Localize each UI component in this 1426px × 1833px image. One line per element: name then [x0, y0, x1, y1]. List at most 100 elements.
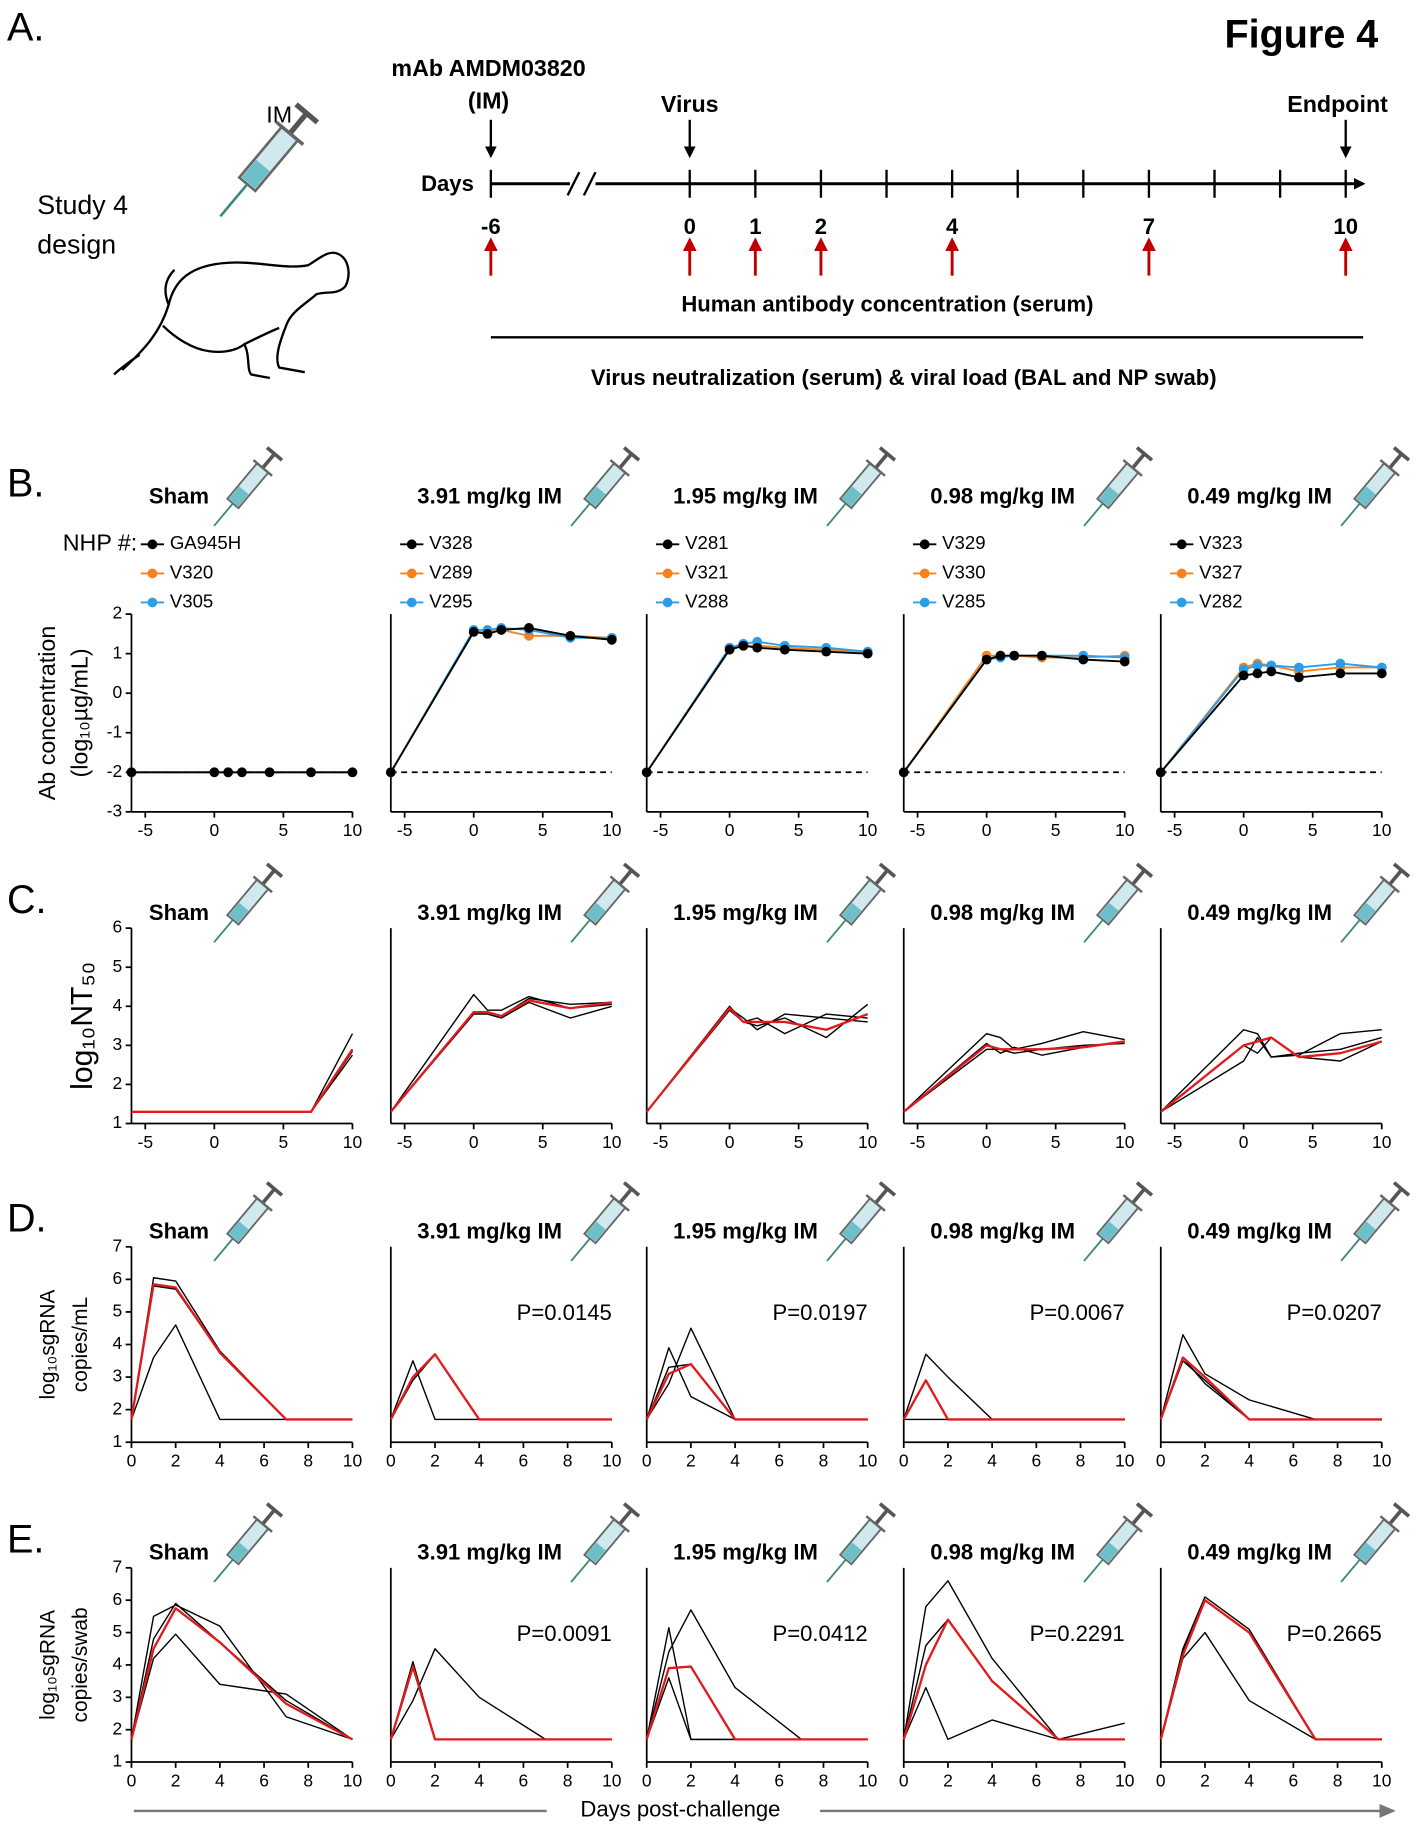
- day-label: 4: [946, 214, 959, 239]
- series-line: [645, 644, 868, 773]
- syringe-fluid: [1356, 1221, 1376, 1242]
- series-line: [130, 1283, 353, 1421]
- syringe-icon: [570, 862, 641, 943]
- x-tick-label: 6: [774, 1451, 784, 1471]
- axis-break: [582, 171, 597, 196]
- legend-label: V282: [1199, 590, 1242, 611]
- series-line: [1160, 670, 1382, 773]
- syringe-plunger: [1392, 1502, 1411, 1518]
- x-tick-label: 8: [563, 1451, 573, 1471]
- x-tick-label: 0: [1239, 1132, 1249, 1152]
- data-point: [1119, 656, 1130, 667]
- x-tick-label: 0: [982, 820, 992, 840]
- x-tick-label: 6: [259, 1451, 269, 1471]
- legend-label: V328: [429, 532, 472, 553]
- series-line: [130, 1607, 353, 1741]
- data-point: [1009, 650, 1020, 661]
- x-tick-label: 10: [602, 1132, 622, 1152]
- syringe-plunger: [878, 446, 897, 462]
- x-tick-label: 0: [127, 1770, 137, 1790]
- series-line: [130, 1602, 353, 1740]
- legend-swatch: [1176, 568, 1187, 579]
- x-tick-label: 0: [469, 1132, 479, 1152]
- chart-title: 3.91 mg/kg IM: [417, 484, 562, 509]
- syringe-plunger: [1131, 870, 1146, 886]
- syringe-needle: [570, 919, 591, 943]
- syringe-flange: [1122, 459, 1143, 477]
- syringe-plunger: [874, 1509, 889, 1526]
- syringe-plunger: [294, 102, 320, 125]
- syringe-plunger: [618, 870, 633, 886]
- series-line: [646, 1347, 868, 1421]
- p-value: P=0.0067: [1030, 1300, 1125, 1325]
- syringe-needle: [1340, 919, 1361, 943]
- x-tick-label: 2: [943, 1451, 953, 1471]
- sampling-label: Virus neutralization (serum) & viral loa…: [591, 365, 1217, 390]
- syringe-needle: [213, 1558, 234, 1583]
- syringe-fluid: [586, 902, 606, 923]
- x-tick-label: 8: [819, 1451, 829, 1471]
- syringe-needle: [1340, 1558, 1361, 1583]
- x-tick-label: 5: [1051, 1132, 1061, 1152]
- syringe-needle: [1083, 919, 1104, 943]
- x-tick-label: 4: [474, 1770, 484, 1790]
- data-point: [126, 767, 137, 778]
- x-tick-label: -5: [653, 820, 669, 840]
- syringe-fluid: [1356, 486, 1376, 507]
- y-tick-label: 2: [112, 603, 122, 623]
- syringe-plunger: [878, 1502, 897, 1518]
- series-line: [130, 1604, 353, 1741]
- series-line: [645, 644, 868, 773]
- data-point: [738, 640, 749, 651]
- syringe-plunger: [618, 1188, 633, 1205]
- x-tick-label: 5: [279, 820, 289, 840]
- syringe-icon: [1083, 446, 1154, 527]
- syringe-icon: [1340, 862, 1411, 943]
- chart-title: 1.95 mg/kg IM: [673, 900, 818, 925]
- syringe-fluid: [586, 486, 606, 507]
- x-tick-label: 6: [1289, 1770, 1299, 1790]
- x-tick-label: 0: [386, 1451, 396, 1471]
- syringe-flange: [1122, 1515, 1143, 1533]
- y-tick-label: 4: [112, 1333, 122, 1353]
- syringe-plunger: [1135, 1181, 1154, 1197]
- syringe-icon: [1083, 1181, 1154, 1262]
- y-tick-label: 3: [112, 1034, 122, 1054]
- syringe-icon: [213, 862, 284, 943]
- syringe-flange: [1122, 1194, 1143, 1212]
- data-point: [779, 644, 790, 655]
- x-tick-label: 10: [1115, 1451, 1135, 1471]
- series-line: [1160, 1036, 1382, 1113]
- syringe-needle: [213, 502, 234, 527]
- syringe-flange: [609, 1194, 630, 1212]
- syringe-needle: [219, 183, 249, 218]
- syringe-plunger: [874, 453, 889, 470]
- legend-swatch: [662, 539, 673, 550]
- series-line: [1159, 1356, 1382, 1421]
- y-axis-title: copies/swab: [69, 1607, 92, 1722]
- panel-label: B.: [7, 462, 44, 506]
- syringe-plunger: [622, 1181, 641, 1197]
- x-tick-label: 6: [519, 1451, 529, 1471]
- data-point: [981, 654, 992, 665]
- syringe-flange: [865, 875, 886, 894]
- series-line: [902, 1379, 1125, 1421]
- syringe-fluid: [1098, 902, 1119, 923]
- y-tick-label: 7: [112, 1556, 122, 1576]
- x-tick-label: 10: [343, 820, 363, 840]
- x-tick-label: 10: [858, 1770, 878, 1790]
- timeline-label: Days: [421, 171, 474, 196]
- panel-label: A.: [7, 6, 44, 50]
- syringe-plunger: [1388, 453, 1403, 470]
- y-tick-label: 2: [112, 1073, 122, 1093]
- x-tick-label: 5: [279, 1132, 289, 1152]
- syringe-flange: [609, 459, 630, 477]
- syringe-flange: [1379, 1515, 1400, 1533]
- syringe-needle: [1083, 1237, 1104, 1262]
- syringe-flange: [275, 120, 305, 146]
- syringe-icon: [826, 1502, 897, 1583]
- legend-label: V327: [1199, 561, 1242, 582]
- y-tick-label: 6: [112, 1589, 122, 1609]
- chart-title: 0.49 mg/kg IM: [1187, 484, 1332, 509]
- series-line: [390, 628, 612, 773]
